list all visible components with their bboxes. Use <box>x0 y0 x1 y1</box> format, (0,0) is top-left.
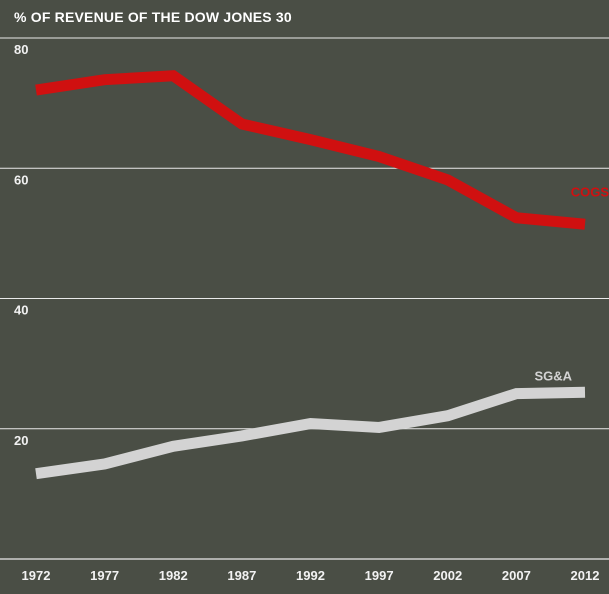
x-tick-label-2007: 2007 <box>502 568 531 583</box>
x-tick-label-1977: 1977 <box>90 568 119 583</box>
series-lines <box>35 70 586 480</box>
y-tick-label-20: 20 <box>14 433 28 448</box>
x-tick-label-1987: 1987 <box>227 568 256 583</box>
gridlines <box>0 37 609 560</box>
y-tick-label-80: 80 <box>14 42 28 57</box>
series-labels: COGS SG&A <box>534 184 609 383</box>
series-label-cogs: COGS <box>571 184 609 199</box>
x-tick-label-2012: 2012 <box>571 568 600 583</box>
y-tick-label-40: 40 <box>14 303 28 318</box>
x-axis-ticks: 1972 1977 1982 1987 1992 1997 2002 2007 2012 <box>22 568 600 583</box>
y-axis-ticks: 20 40 60 80 <box>14 42 28 448</box>
y-tick-label-60: 60 <box>14 172 28 187</box>
series-label-sg-a: SG&A <box>534 368 572 383</box>
chart-title: % OF REVENUE OF THE DOW JONES 30 <box>14 9 292 25</box>
x-tick-label-2002: 2002 <box>433 568 462 583</box>
x-tick-label-1992: 1992 <box>296 568 325 583</box>
x-tick-label-1982: 1982 <box>159 568 188 583</box>
x-tick-label-1997: 1997 <box>365 568 394 583</box>
x-tick-label-1972: 1972 <box>22 568 51 583</box>
